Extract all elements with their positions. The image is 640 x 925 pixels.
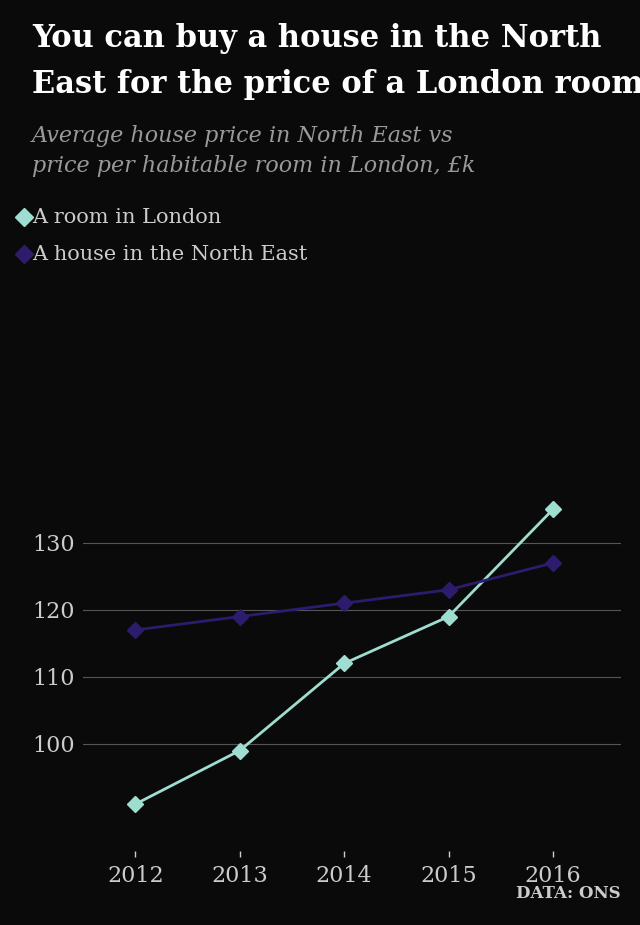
Text: You can buy a house in the North: You can buy a house in the North [32,23,602,55]
Text: Average house price in North East vs: Average house price in North East vs [32,125,454,147]
Text: DATA: ONS: DATA: ONS [516,885,621,902]
Text: A house in the North East: A house in the North East [32,245,307,264]
Text: East for the price of a London room: East for the price of a London room [32,69,640,101]
Text: price per habitable room in London, £k: price per habitable room in London, £k [32,155,476,178]
Text: A room in London: A room in London [32,208,221,227]
